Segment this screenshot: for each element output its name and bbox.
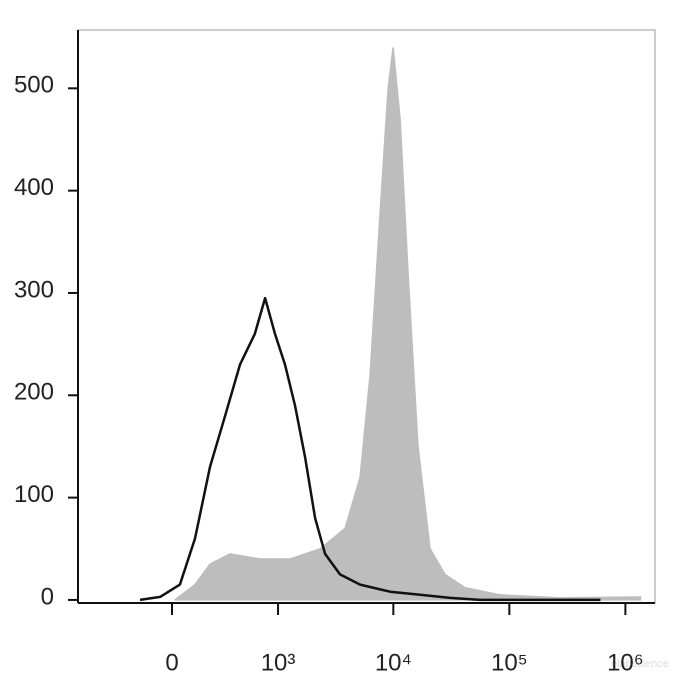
x-tick-label: 10⁵: [491, 649, 528, 676]
x-tick-label: 0: [165, 649, 178, 676]
x-tick-label: 10³: [261, 649, 296, 676]
x-tick-label: 10⁶: [607, 649, 644, 676]
histogram-line: [139, 296, 601, 602]
x-tick-label: 10⁴: [375, 649, 412, 676]
y-tick-label: 500: [14, 72, 54, 99]
watermark: elabscience: [611, 658, 669, 670]
y-tick-label: 400: [14, 174, 54, 201]
histogram-area: [174, 47, 642, 601]
y-tick-label: 100: [14, 481, 54, 508]
y-tick-label: 300: [14, 276, 54, 303]
y-tick-label: 0: [41, 583, 54, 610]
y-tick-label: 200: [14, 379, 54, 406]
